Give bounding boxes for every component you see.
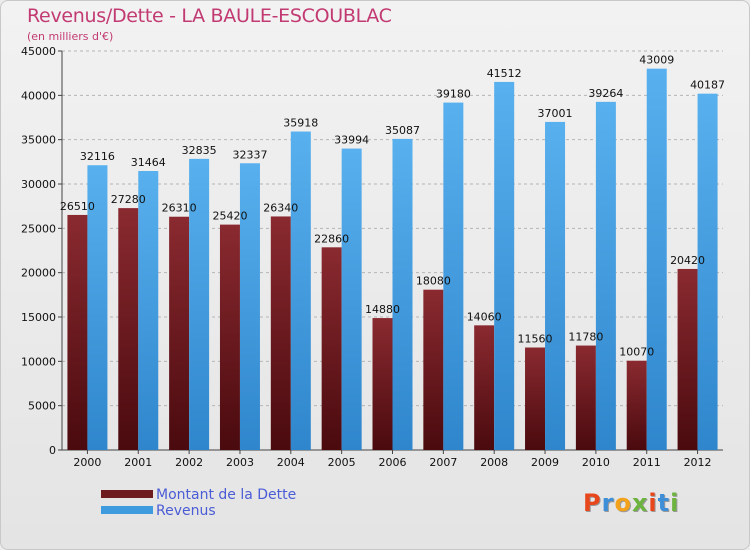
x-tick-label: 2002 xyxy=(175,456,203,469)
logo-letter: r xyxy=(601,489,615,517)
value-label-dette: 26340 xyxy=(263,201,298,214)
bar-dette xyxy=(169,216,190,450)
bar-revenus xyxy=(87,165,108,450)
logo-letter: i xyxy=(670,489,680,517)
bar-dette xyxy=(525,347,546,450)
bar-dette xyxy=(321,247,342,450)
x-tick-label: 2000 xyxy=(73,456,101,469)
bar-revenus xyxy=(697,93,718,451)
proxiti-logo: Proxiti xyxy=(583,489,679,517)
bar-revenus xyxy=(595,101,616,451)
bar-dette xyxy=(270,216,291,450)
value-label-revenus: 32116 xyxy=(80,150,115,163)
value-label-revenus: 32337 xyxy=(232,148,267,161)
value-label-dette: 18080 xyxy=(416,275,451,288)
value-label-dette: 11560 xyxy=(518,333,553,346)
value-label-dette: 26510 xyxy=(60,200,95,213)
value-label-revenus: 37001 xyxy=(538,107,573,120)
y-tick-label: 0 xyxy=(49,444,56,457)
x-tick-label: 2006 xyxy=(379,456,407,469)
x-tick-label: 2004 xyxy=(277,456,305,469)
logo-letter: P xyxy=(583,489,602,517)
logo-letter: x xyxy=(631,489,649,517)
bar-revenus xyxy=(341,148,362,450)
bar-revenus xyxy=(290,131,311,450)
x-tick-label: 2005 xyxy=(328,456,356,469)
legend-label-revenus: Revenus xyxy=(156,503,216,519)
x-tick-label: 2001 xyxy=(124,456,152,469)
value-label-revenus: 39264 xyxy=(588,87,623,100)
y-tick-label: 20000 xyxy=(21,267,56,280)
chart-subtitle: (en milliers d'€) xyxy=(27,30,114,43)
value-label-dette: 25420 xyxy=(212,210,247,223)
bar-revenus xyxy=(239,163,260,450)
legend-swatch-dette xyxy=(101,490,153,498)
value-label-revenus: 31464 xyxy=(131,156,166,169)
bar-dette xyxy=(372,318,393,450)
bar-dette xyxy=(67,214,88,450)
value-label-revenus: 35918 xyxy=(283,117,318,130)
value-label-revenus: 39180 xyxy=(436,88,471,101)
y-tick-label: 30000 xyxy=(21,178,56,191)
legend-swatch-revenus xyxy=(101,506,153,514)
value-label-dette: 11780 xyxy=(568,331,603,344)
logo-letter: t xyxy=(657,489,671,517)
x-tick-label: 2008 xyxy=(480,456,508,469)
bar-dette xyxy=(474,325,495,450)
value-label-dette: 26310 xyxy=(162,202,197,215)
value-label-dette: 10070 xyxy=(619,346,654,359)
value-label-dette: 27280 xyxy=(111,193,146,206)
y-tick-label: 35000 xyxy=(21,134,56,147)
y-tick-label: 25000 xyxy=(21,222,56,235)
x-tick-label: 2003 xyxy=(226,456,254,469)
bar-dette xyxy=(423,289,444,450)
bar-revenus xyxy=(545,121,566,450)
value-label-revenus: 33994 xyxy=(334,134,369,147)
bar-dette xyxy=(677,268,698,450)
value-label-revenus: 40187 xyxy=(690,79,725,92)
value-label-dette: 14880 xyxy=(365,303,400,316)
bar-revenus xyxy=(646,68,667,450)
bar-dette xyxy=(575,345,596,450)
y-tick-label: 40000 xyxy=(21,89,56,102)
bar-revenus xyxy=(138,171,159,450)
y-tick-label: 5000 xyxy=(28,400,56,413)
bar-dette xyxy=(626,360,647,450)
bar-dette xyxy=(118,208,139,450)
legend-label-dette: Montant de la Dette xyxy=(156,487,297,503)
x-tick-label: 2009 xyxy=(531,456,559,469)
x-tick-label: 2007 xyxy=(429,456,457,469)
y-tick-label: 15000 xyxy=(21,311,56,324)
x-tick-label: 2012 xyxy=(684,456,712,469)
bar-dette xyxy=(219,224,240,450)
x-tick-label: 2010 xyxy=(582,456,610,469)
value-label-revenus: 41512 xyxy=(487,67,522,80)
y-tick-label: 10000 xyxy=(21,355,56,368)
y-tick-label: 45000 xyxy=(21,45,56,58)
value-label-revenus: 32835 xyxy=(182,144,217,157)
logo-letter: o xyxy=(614,489,632,517)
value-label-dette: 22860 xyxy=(314,232,349,245)
bar-revenus xyxy=(392,138,413,450)
bar-revenus xyxy=(189,158,210,450)
bar-revenus xyxy=(494,81,515,450)
value-label-revenus: 35087 xyxy=(385,124,420,137)
bar-revenus xyxy=(443,102,464,450)
value-label-dette: 14060 xyxy=(467,310,502,323)
value-label-revenus: 43009 xyxy=(639,54,674,67)
x-tick-label: 2011 xyxy=(633,456,661,469)
logo-letter: i xyxy=(648,489,658,517)
chart-title: Revenus/Dette - LA BAULE-ESCOUBLAC xyxy=(27,5,392,27)
value-label-dette: 20420 xyxy=(670,254,705,267)
